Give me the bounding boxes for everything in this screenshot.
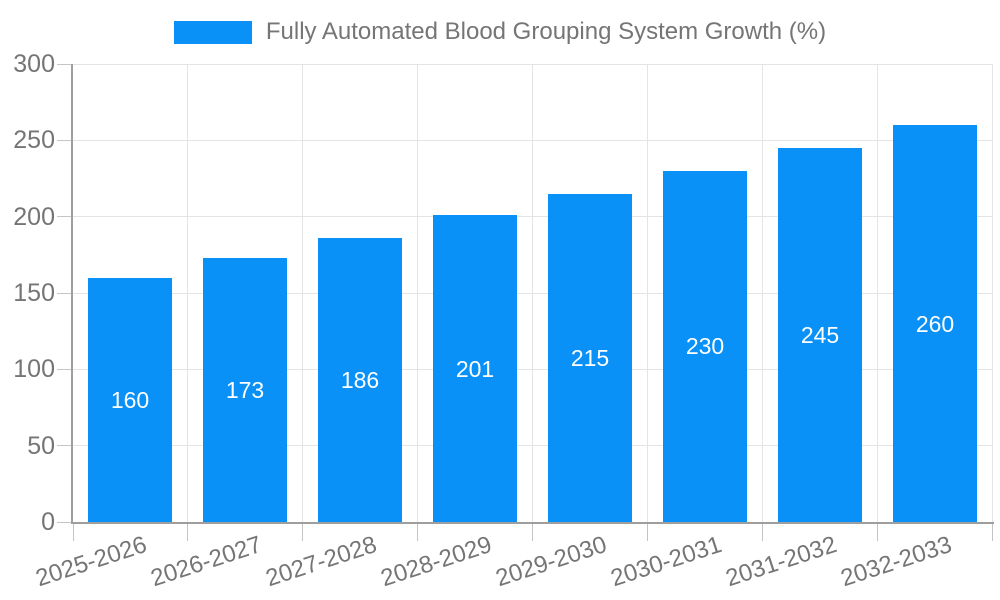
x-gridline: [876, 64, 878, 522]
bar: [778, 147, 862, 522]
x-tick: [646, 524, 648, 541]
y-tick-label: 200: [13, 202, 55, 231]
x-gridline: [302, 64, 304, 522]
y-tick-label: 100: [13, 355, 55, 384]
bar: [88, 277, 172, 522]
y-axis-line: [71, 64, 73, 524]
bar-value-label: 186: [340, 367, 380, 393]
x-gridline: [991, 64, 993, 522]
y-tick-label: 250: [13, 126, 55, 155]
x-tick: [761, 524, 763, 541]
y-tick: [57, 216, 73, 218]
y-tick-label: 300: [13, 50, 55, 78]
x-gridline: [532, 64, 533, 522]
y-tick: [57, 521, 73, 523]
bar-value-label: 160: [110, 387, 150, 413]
bar-value-label: 215: [570, 345, 610, 371]
bar: [318, 238, 402, 522]
bar-value-label: 173: [225, 377, 265, 403]
x-tick: [302, 524, 304, 541]
y-tick: [57, 292, 73, 294]
y-tick: [57, 63, 73, 65]
x-tick: [991, 524, 993, 541]
bar: [433, 215, 517, 522]
x-tick: [187, 524, 189, 541]
y-tick-label: 0: [41, 508, 55, 536]
bar: [203, 257, 287, 522]
x-tick: [876, 524, 878, 541]
x-gridline: [761, 64, 763, 522]
x-tick: [72, 524, 74, 541]
bar: [893, 125, 977, 522]
bar-value-label: 230: [685, 333, 725, 359]
x-tick: [417, 524, 419, 541]
y-tick: [57, 368, 73, 370]
x-gridline: [187, 64, 189, 522]
y-tick: [57, 139, 73, 141]
bar: [663, 170, 747, 522]
y-tick-label: 50: [27, 431, 55, 460]
x-axis-line: [71, 522, 994, 524]
x-tick: [532, 524, 533, 541]
y-tick-label: 150: [13, 279, 55, 307]
bar-value-label: 245: [800, 322, 840, 348]
x-gridline: [646, 64, 648, 522]
bar-value-label: 260: [915, 311, 955, 337]
x-gridline: [417, 64, 419, 522]
y-tick: [57, 445, 73, 447]
bar-value-label: 201: [455, 356, 495, 382]
bar: [548, 193, 632, 522]
